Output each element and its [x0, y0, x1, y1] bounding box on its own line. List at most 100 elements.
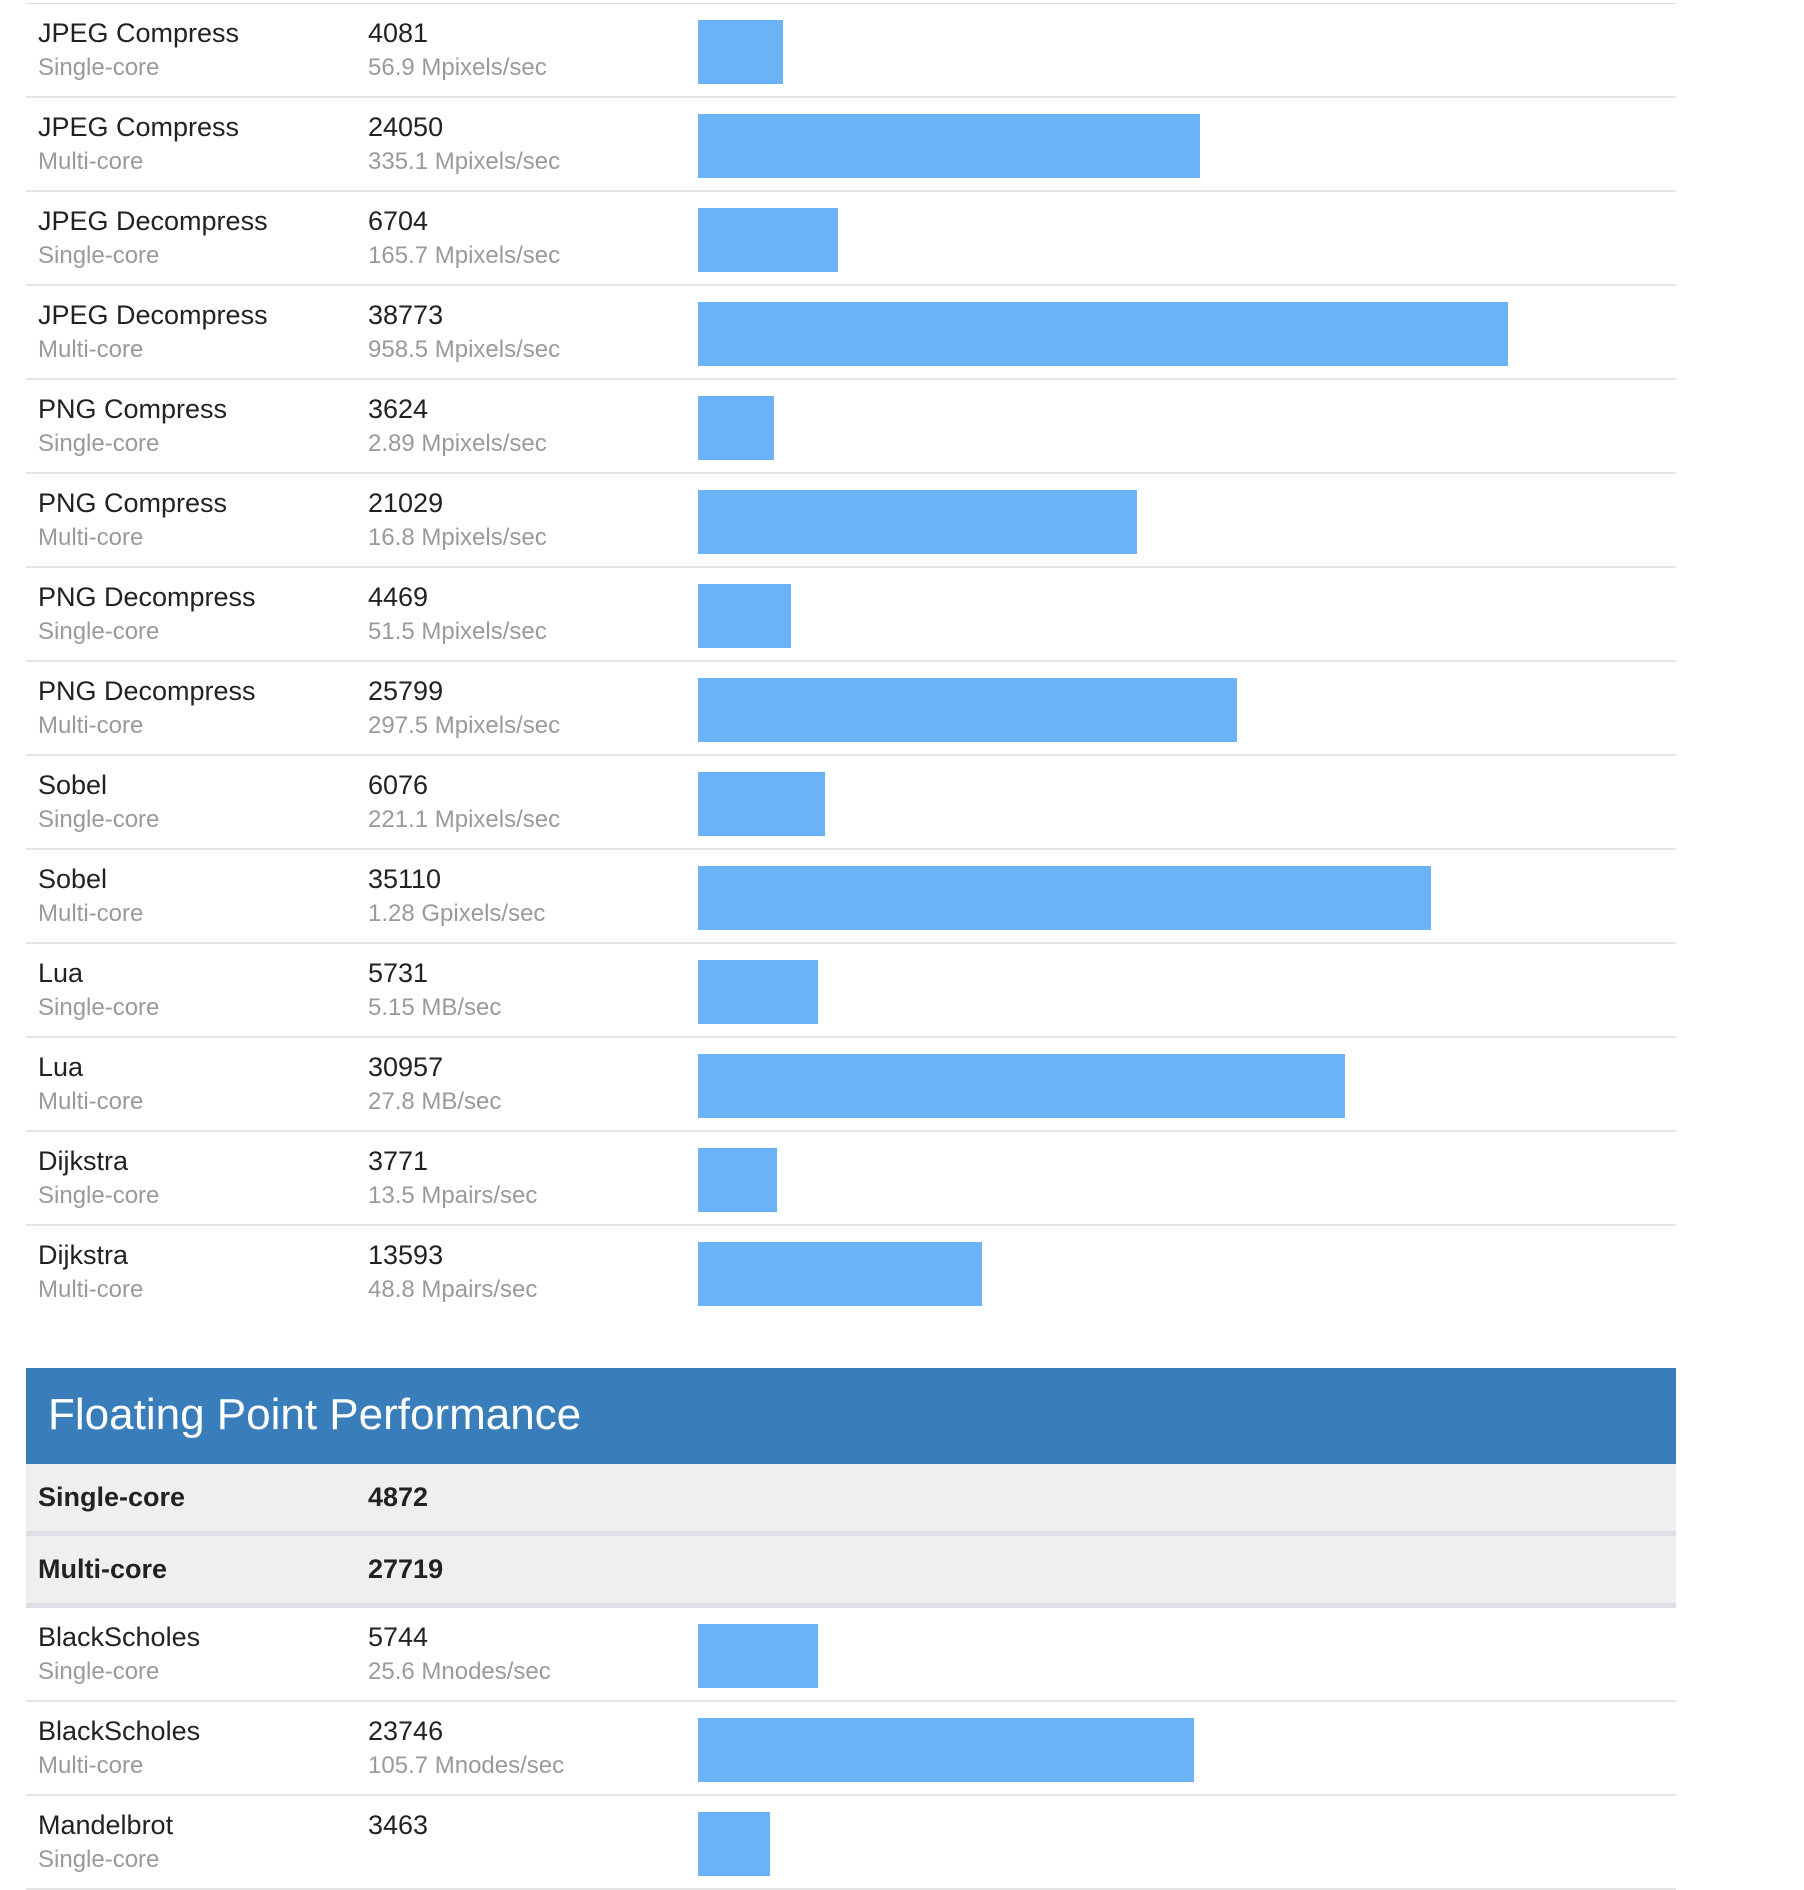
benchmark-rate: 13.5 Mpairs/sec — [368, 1182, 538, 1209]
score-bar — [698, 1242, 982, 1306]
benchmark-rate: 27.8 MB/sec — [368, 1088, 502, 1115]
benchmark-rate: 335.1 Mpixels/sec — [368, 148, 561, 175]
benchmark-rate: 16.8 Mpixels/sec — [368, 524, 547, 551]
benchmark-name: PNG Compress — [38, 394, 228, 424]
benchmark-mode: Single-core — [38, 1658, 160, 1685]
benchmark-rate: 1.28 Gpixels/sec — [368, 900, 546, 927]
table-top-border — [26, 0, 1676, 4]
benchmark-mode: Single-core — [38, 994, 160, 1021]
benchmark-mode: Multi-core — [38, 336, 144, 363]
benchmark-rate: 105.7 Mnodes/sec — [368, 1752, 565, 1779]
score-bar — [698, 20, 783, 84]
table-row: JPEG Decompress Single-core 6704 165.7 Mpix… — [26, 192, 1676, 286]
summary-value: 4872 — [368, 1482, 429, 1512]
benchmark-name: JPEG Compress — [38, 18, 240, 48]
floating-point-section-header: Floating Point Performance — [26, 1368, 1676, 1464]
benchmark-score: 13593 — [368, 1240, 444, 1270]
benchmark-mode: Multi-core — [38, 1276, 144, 1303]
benchmark-name: BlackScholes — [38, 1622, 201, 1652]
table-row: BlackScholes Multi-core 23746 105.7 Mnodes/… — [26, 1702, 1676, 1796]
benchmark-score: 35110 — [368, 864, 442, 894]
score-bar — [698, 1624, 818, 1688]
benchmark-name: Dijkstra — [38, 1240, 129, 1270]
benchmark-name: JPEG Decompress — [38, 206, 268, 236]
score-bar — [698, 490, 1137, 554]
benchmark-score: 30957 — [368, 1052, 444, 1082]
benchmark-name: BlackScholes — [38, 1716, 201, 1746]
summary-label: Multi-core — [38, 1554, 168, 1584]
benchmark-rate: 297.5 Mpixels/sec — [368, 712, 561, 739]
benchmark-mode: Multi-core — [38, 524, 144, 551]
benchmark-score: 3463 — [368, 1810, 429, 1840]
benchmark-mode: Multi-core — [38, 1752, 144, 1779]
benchmark-name: PNG Decompress — [38, 582, 256, 612]
table-row: BlackScholes Single-core 5744 25.6 Mnodes/s… — [26, 1608, 1676, 1702]
benchmark-mode: Multi-core — [38, 148, 144, 175]
benchmark-name: PNG Compress — [38, 488, 228, 518]
table-row: Dijkstra Multi-core 13593 48.8 Mpairs/sec — [26, 1226, 1676, 1320]
benchmark-score: 21029 — [368, 488, 444, 518]
table-row: JPEG Decompress Multi-core 38773 958.5 Mpix… — [26, 286, 1676, 380]
benchmark-score: 3624 — [368, 394, 429, 424]
benchmark-rate: 221.1 Mpixels/sec — [368, 806, 561, 833]
benchmark-rate: 165.7 Mpixels/sec — [368, 242, 561, 269]
benchmark-mode: Single-core — [38, 1846, 160, 1873]
benchmark-rate: 2.89 Mpixels/sec — [368, 430, 547, 457]
table-row: JPEG Compress Single-core 4081 56.9 Mpixels… — [26, 4, 1676, 98]
benchmark-name: Mandelbrot — [38, 1810, 174, 1840]
section-title: Floating Point Performance — [48, 1390, 582, 1439]
table-row: PNG Decompress Single-core 4469 51.5 Mpixel… — [26, 568, 1676, 662]
score-bar — [698, 114, 1200, 178]
benchmark-score: 6704 — [368, 206, 429, 236]
benchmark-name: PNG Decompress — [38, 676, 256, 706]
benchmark-name: Lua — [38, 1052, 84, 1082]
benchmark-rate: 56.9 Mpixels/sec — [368, 54, 547, 81]
score-bar — [698, 866, 1431, 930]
benchmark-score: 4081 — [368, 18, 429, 48]
benchmark-mode: Single-core — [38, 806, 160, 833]
benchmark-score: 4469 — [368, 582, 429, 612]
score-bar — [698, 1054, 1345, 1118]
benchmark-name: JPEG Decompress — [38, 300, 268, 330]
summary-label: Single-core — [38, 1482, 186, 1512]
benchmark-name: Sobel — [38, 864, 108, 894]
score-bar — [698, 1718, 1194, 1782]
floating-point-rows: BlackScholes Single-core 5744 25.6 Mnodes/s… — [26, 1608, 1676, 1890]
score-bar — [698, 396, 774, 460]
score-bar — [698, 208, 838, 272]
benchmark-score: 5731 — [368, 958, 429, 988]
table-row: Sobel Multi-core 35110 1.28 Gpixels/sec — [26, 850, 1676, 944]
benchmark-rate: 51.5 Mpixels/sec — [368, 618, 547, 645]
benchmark-rate: 25.6 Mnodes/sec — [368, 1658, 551, 1685]
benchmark-name: JPEG Compress — [38, 112, 240, 142]
table-row: PNG Decompress Multi-core 25799 297.5 Mpixe… — [26, 662, 1676, 756]
benchmark-rate: 958.5 Mpixels/sec — [368, 336, 561, 363]
benchmark-name: Sobel — [38, 770, 108, 800]
benchmark-score: 38773 — [368, 300, 444, 330]
benchmark-name: Dijkstra — [38, 1146, 129, 1176]
score-bar — [698, 960, 818, 1024]
summary-row: Multi-core 27719 — [26, 1536, 1676, 1608]
benchmark-mode: Multi-core — [38, 1088, 144, 1115]
score-bar — [698, 1812, 770, 1876]
benchmark-mode: Single-core — [38, 430, 160, 457]
score-bar — [698, 678, 1237, 742]
summary-value: 27719 — [368, 1554, 444, 1584]
benchmark-name: Lua — [38, 958, 84, 988]
table-row: Lua Single-core 5731 5.15 MB/sec — [26, 944, 1676, 1038]
table-row: Dijkstra Single-core 3771 13.5 Mpairs/sec — [26, 1132, 1676, 1226]
summary-row: Single-core 4872 — [26, 1464, 1676, 1536]
benchmark-score: 5744 — [368, 1622, 429, 1652]
section-gap — [26, 1320, 1676, 1368]
table-row: PNG Compress Multi-core 21029 16.8 Mpixels/… — [26, 474, 1676, 568]
benchmark-score: 6076 — [368, 770, 429, 800]
table-row: Mandelbrot Single-core 3463 — [26, 1796, 1676, 1890]
benchmark-score: 24050 — [368, 112, 444, 142]
benchmark-rate: 5.15 MB/sec — [368, 994, 502, 1021]
score-bar — [698, 302, 1508, 366]
benchmark-rate: 48.8 Mpairs/sec — [368, 1276, 538, 1303]
benchmark-mode: Single-core — [38, 618, 160, 645]
table-row: JPEG Compress Multi-core 24050 335.1 Mpixel… — [26, 98, 1676, 192]
benchmark-mode: Multi-core — [38, 900, 144, 927]
table-row: Sobel Single-core 6076 221.1 Mpixels/sec — [26, 756, 1676, 850]
